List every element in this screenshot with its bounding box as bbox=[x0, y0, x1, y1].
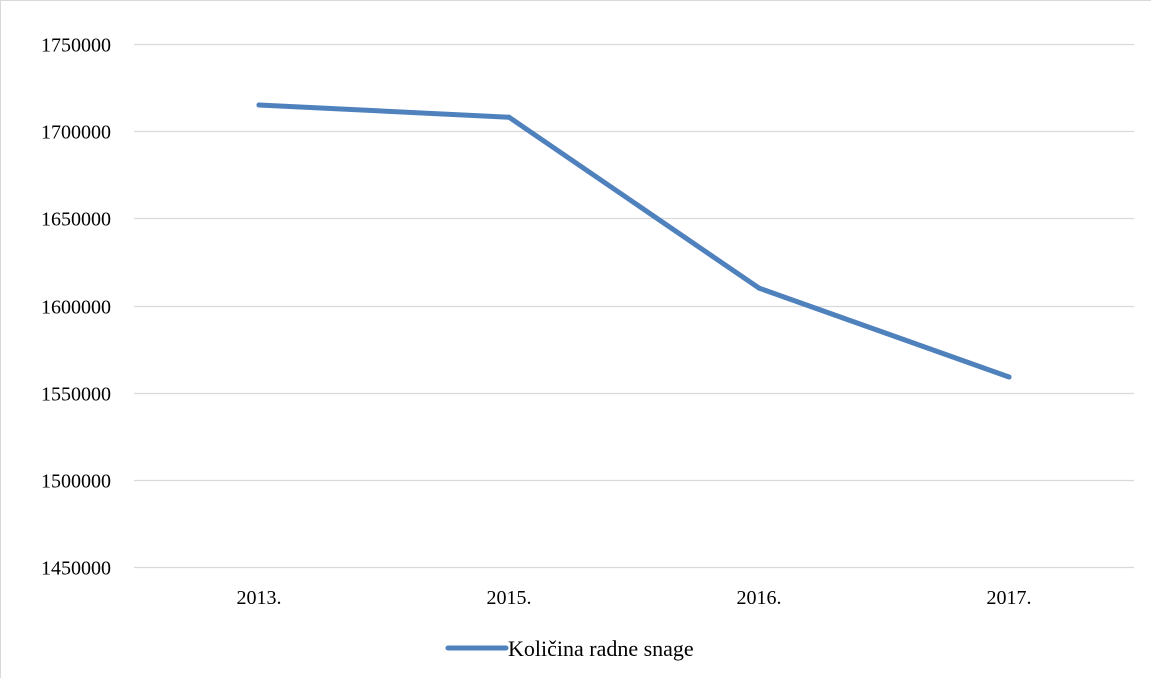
data-point bbox=[1006, 374, 1012, 380]
y-tick-label: 1600000 bbox=[41, 297, 111, 319]
y-tick-label: 1550000 bbox=[41, 384, 111, 406]
gridlines bbox=[134, 43, 1134, 569]
y-tick-label: 1650000 bbox=[41, 209, 111, 231]
y-axis-tick-labels: 1450000 1500000 1550000 1600000 1650000 17000… bbox=[41, 35, 111, 580]
x-tick-label: 2016. bbox=[737, 587, 782, 609]
x-axis-tick-labels: 2013. 2015. 2016. 2017. bbox=[237, 587, 1032, 609]
series-line bbox=[256, 102, 1012, 380]
y-tick-label: 1700000 bbox=[41, 122, 111, 144]
legend: Količina radne snage bbox=[445, 636, 694, 661]
y-tick-label: 1450000 bbox=[41, 558, 111, 580]
legend-label: Količina radne snage bbox=[508, 636, 694, 661]
data-point bbox=[256, 102, 262, 108]
data-point bbox=[506, 114, 512, 120]
x-tick-label: 2015. bbox=[487, 587, 532, 609]
series-layer bbox=[256, 102, 1012, 380]
x-tick-label: 2013. bbox=[237, 587, 282, 609]
x-tick-label: 2017. bbox=[987, 587, 1032, 609]
y-tick-label: 1500000 bbox=[41, 471, 111, 493]
data-point bbox=[756, 285, 762, 291]
y-tick-label: 1750000 bbox=[41, 35, 111, 57]
